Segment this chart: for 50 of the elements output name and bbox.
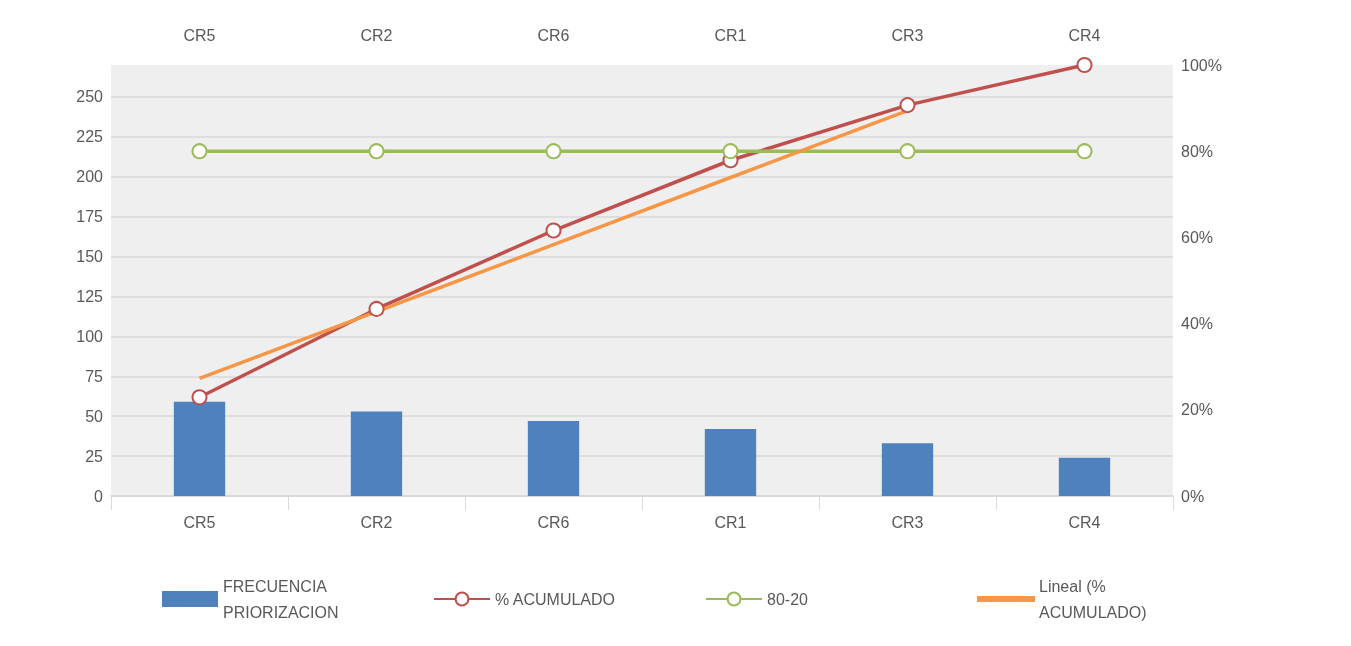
bar xyxy=(527,420,580,496)
y-tick-label: 100 xyxy=(76,327,104,345)
legend-label: % ACUMULADO xyxy=(495,590,616,608)
bar xyxy=(350,411,403,496)
y2-tick-label: 20% xyxy=(1181,401,1214,419)
y2-tick-label: 80% xyxy=(1181,142,1214,160)
bar xyxy=(173,401,226,496)
category-label: CR4 xyxy=(1068,26,1101,44)
y-tick-label: 150 xyxy=(76,248,104,266)
y-tick-label: 250 xyxy=(76,88,104,106)
y-tick-label: 200 xyxy=(76,168,104,186)
x-tick-label: CR2 xyxy=(360,513,393,531)
y-tick-label: 225 xyxy=(76,128,104,146)
category-label: CR5 xyxy=(183,26,216,44)
y-tick-label: 50 xyxy=(85,407,104,425)
y-tick-label: 0 xyxy=(94,487,104,505)
category-label: CR3 xyxy=(891,26,924,44)
bar xyxy=(704,428,757,496)
point xyxy=(191,389,208,406)
bar xyxy=(1058,457,1111,496)
x-tick-label: CR5 xyxy=(183,513,216,531)
point xyxy=(368,300,385,317)
y2-tick-label: 40% xyxy=(1181,315,1214,333)
legend-label: 80-20 xyxy=(767,590,809,608)
legend-label: Lineal (% ACUMULADO) xyxy=(1039,577,1147,621)
point xyxy=(368,143,385,160)
point xyxy=(191,143,208,160)
x-tick-label: CR1 xyxy=(714,513,747,531)
point xyxy=(1076,57,1093,73)
point xyxy=(722,143,739,160)
category-label: CR2 xyxy=(360,26,393,44)
point xyxy=(545,143,562,160)
y-tick-label: 75 xyxy=(85,367,104,385)
legend-label: FRECUENCIA PRIORIZACION xyxy=(223,577,339,621)
x-tick-label: CR6 xyxy=(537,513,570,531)
point xyxy=(545,222,562,239)
y-tick-label: 175 xyxy=(76,208,104,226)
x-tick-label: CR3 xyxy=(891,513,924,531)
y2-tick-label: 60% xyxy=(1181,228,1214,246)
y2-tick-label: 100% xyxy=(1181,56,1222,74)
bar xyxy=(881,443,934,496)
point xyxy=(899,143,916,160)
y-tick-label: 125 xyxy=(76,287,104,305)
x-tick-label: CR4 xyxy=(1068,513,1101,531)
y2-tick-label: 0% xyxy=(1181,487,1205,505)
category-label: CR6 xyxy=(537,26,570,44)
y-tick-label: 25 xyxy=(85,447,104,465)
point xyxy=(1076,143,1093,160)
category-label: CR1 xyxy=(714,26,747,44)
point xyxy=(899,97,916,114)
